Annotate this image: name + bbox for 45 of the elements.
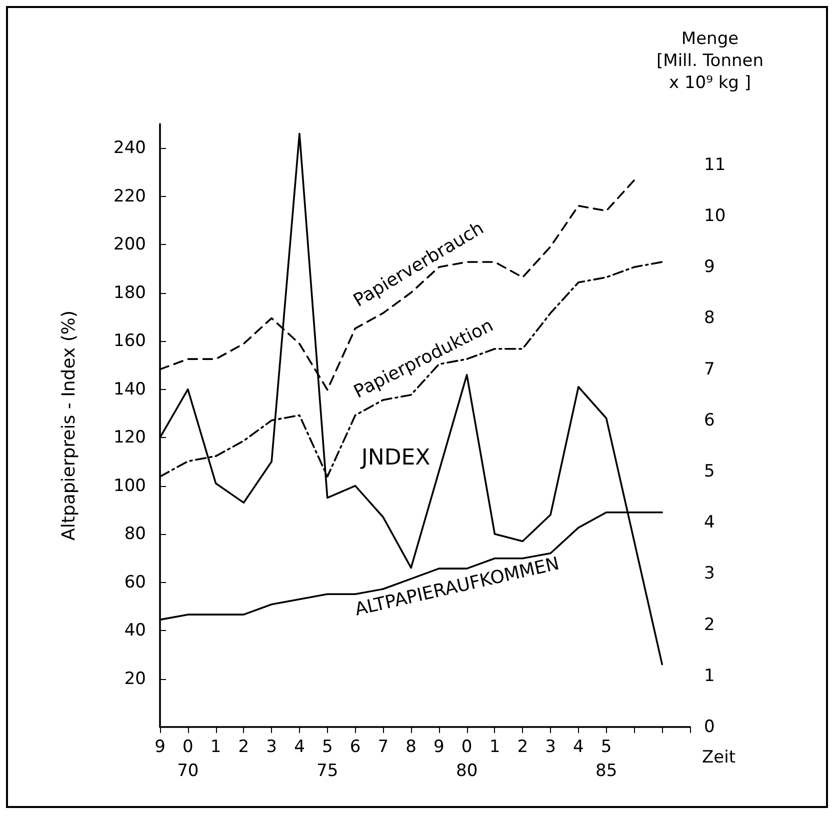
y-tick-label: 240 xyxy=(114,138,146,158)
y2-axis-title: Menge [Mill. Tonnen x 10⁹ kg ] xyxy=(656,29,764,93)
x-tick-label: 3 xyxy=(545,737,556,757)
y2-tick-label: 6 xyxy=(704,410,715,430)
x-tick-label: 7 xyxy=(378,737,389,757)
y2-tick-label: 2 xyxy=(704,614,715,635)
x-tick-label: 5 75 xyxy=(316,737,338,781)
x-tick-label: 2 xyxy=(517,737,528,757)
y-tick-label: 200 xyxy=(114,234,146,255)
x-tick-label: 8 xyxy=(406,737,416,757)
y2-tick-label: 10 xyxy=(704,206,726,226)
y2-tick-label: 9 xyxy=(704,257,715,278)
y-tick-label: 220 xyxy=(114,186,146,206)
x-tick-label: 2 xyxy=(238,737,250,757)
y-tick-label: 40 xyxy=(124,620,146,641)
x-tick-label: 1 xyxy=(489,737,500,757)
y-tick-label: 140 xyxy=(114,379,146,400)
y-tick-label: 80 xyxy=(124,524,146,544)
x-tick-label: 4 xyxy=(294,737,305,757)
y2-tick-label: 1 xyxy=(704,666,715,686)
y2-tick-label: 7 xyxy=(704,359,715,380)
y2-tick-label: 3 xyxy=(704,564,715,584)
series-label: JNDEX xyxy=(359,445,430,470)
y-tick-label: 20 xyxy=(124,668,146,689)
x-tick-label: 9 xyxy=(434,737,444,757)
x-tick-label: 9 xyxy=(154,737,166,757)
x-tick-label: 5 85 xyxy=(595,737,618,781)
y-axis-title: Altpapierpreis - Index (%) xyxy=(58,310,80,540)
y2-tick-label: 0 xyxy=(704,717,715,737)
x-tick-label: 0 80 xyxy=(456,737,478,781)
y2-tick-label: 5 xyxy=(704,461,715,482)
y2-tick-label: 8 xyxy=(704,308,715,328)
x-tick-label: 3 xyxy=(266,737,277,757)
y2-tick-label: 4 xyxy=(704,512,715,533)
x-tick-label: 6 xyxy=(350,737,361,757)
x-tick-label: 1 xyxy=(210,737,222,757)
y-tick-label: 100 xyxy=(114,476,146,496)
x-axis-title: Zeit xyxy=(702,748,736,768)
y-tick-label: 60 xyxy=(124,572,146,592)
y-tick-label: 160 xyxy=(114,331,146,352)
y-tick-label: 180 xyxy=(114,282,146,303)
x-tick-label: 4 xyxy=(573,737,584,757)
y2-tick-label: 11 xyxy=(704,154,726,175)
x-tick-label: 0 70 xyxy=(177,737,199,781)
y-tick-label: 120 xyxy=(114,428,146,448)
